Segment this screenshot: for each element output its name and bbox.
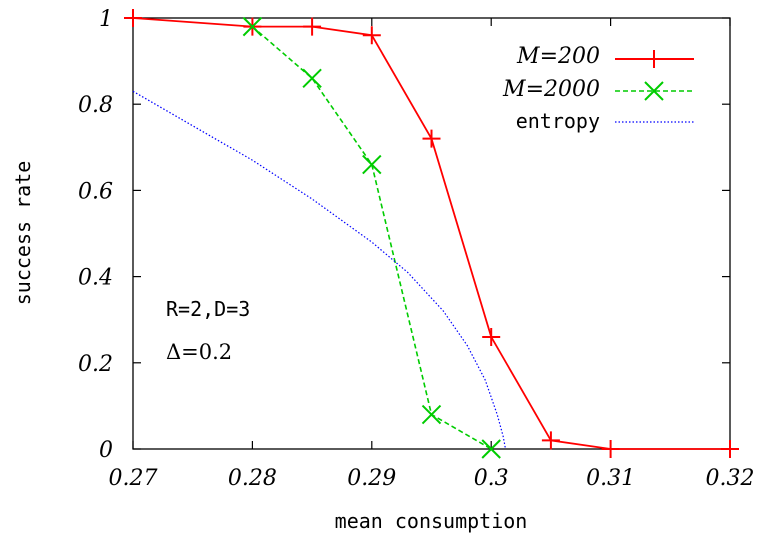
series-line-entropy [132, 90, 507, 450]
data-point-m200 [303, 17, 322, 36]
legend-label-m2000: M=2000 [502, 77, 600, 102]
data-point-m2000 [242, 16, 263, 37]
data-point-m200 [601, 440, 620, 458]
ticks-layer: 0.27 0.28 0.29 0.3 0.31 0.32 0 0.2 0.4 0.6 0.8 1 [78, 7, 754, 491]
x-tick-label: 0.28 [228, 466, 277, 491]
legend: M=200 M=2000 entropy [502, 44, 694, 133]
legend-label-m200: M=200 [516, 44, 600, 69]
y-tick-label: 0.2 [78, 352, 113, 377]
data-point-m2000 [362, 154, 382, 175]
data-point-m2000 [302, 68, 322, 89]
data-point-m200 [482, 327, 501, 346]
x-tick-label: 0.29 [347, 466, 396, 491]
data-point-m200 [124, 9, 142, 27]
y-tick-label: 0.6 [78, 179, 113, 204]
x-tick-label: 0.32 [706, 466, 755, 491]
y-tick-label: 0 [99, 438, 113, 463]
plot-frame [132, 17, 731, 450]
x-axis-label: mean consumption [335, 509, 528, 533]
data-point-m200 [422, 129, 441, 148]
data-point-m200 [362, 26, 381, 45]
data-point-m2000 [421, 404, 442, 425]
x-tick-label: 0.31 [586, 466, 635, 491]
data-point-m200 [541, 431, 560, 450]
legend-label-entropy: entropy [516, 109, 600, 133]
data-point-m2000 [481, 439, 501, 459]
series-layer [124, 9, 739, 459]
data-point-m200 [721, 440, 739, 458]
y-tick-label: 1 [99, 7, 113, 32]
annotation-rd: R=2,D=3 [166, 297, 250, 321]
y-tick-label: 0.8 [78, 93, 113, 118]
y-axis-label: success rate [11, 161, 35, 306]
x-tick-label: 0.3 [474, 466, 509, 491]
x-tick-label: 0.27 [109, 466, 158, 491]
series-line-m200 [132, 17, 730, 450]
annotation-delta: Δ=0.2 [166, 340, 232, 364]
legend-marker-m2000 [644, 81, 664, 101]
series-line-m2000 [251, 25, 492, 450]
y-tick-label: 0.4 [78, 266, 113, 291]
